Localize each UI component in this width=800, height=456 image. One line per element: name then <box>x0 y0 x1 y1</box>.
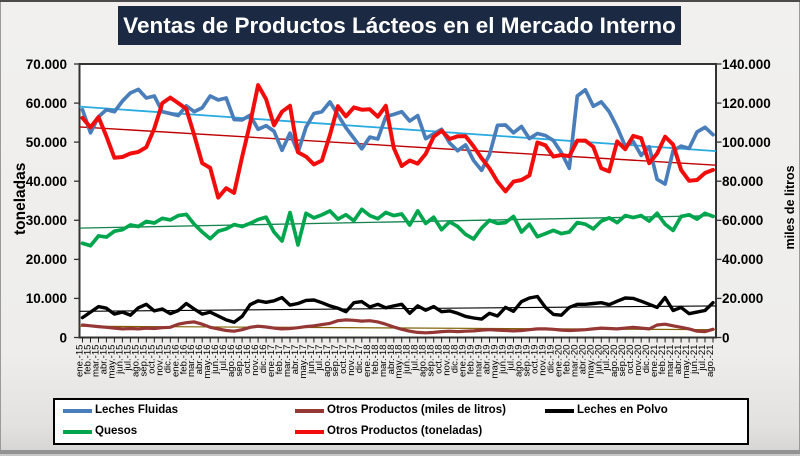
svg-text:dic.-20: dic.-20 <box>641 345 652 374</box>
svg-text:ago.-19: ago.-19 <box>514 345 525 378</box>
svg-text:mar.-18: mar.-18 <box>378 345 389 378</box>
svg-text:0: 0 <box>722 330 730 345</box>
svg-text:feb.-18: feb.-18 <box>370 345 381 375</box>
svg-text:20.000: 20.000 <box>26 252 67 267</box>
svg-text:abr.-19: abr.-19 <box>482 345 493 375</box>
svg-text:oct.-17: oct.-17 <box>338 345 349 374</box>
svg-text:dic.-16: dic.-16 <box>258 345 269 374</box>
svg-text:abr.-17: abr.-17 <box>290 345 301 375</box>
svg-text:50.000: 50.000 <box>26 135 67 150</box>
svg-text:may.-15: may.-15 <box>106 345 117 379</box>
svg-text:ene.-19: ene.-19 <box>458 345 469 378</box>
svg-text:ene.-20: ene.-20 <box>553 345 564 378</box>
svg-text:sep.-17: sep.-17 <box>330 345 341 377</box>
svg-text:30.000: 30.000 <box>26 213 67 228</box>
svg-text:sep.-19: sep.-19 <box>521 345 532 377</box>
svg-text:feb.-19: feb.-19 <box>466 345 477 375</box>
svg-text:sep.-18: sep.-18 <box>426 345 437 377</box>
svg-text:40.000: 40.000 <box>26 174 67 189</box>
svg-text:0: 0 <box>59 330 67 345</box>
svg-text:ene.-16: ene.-16 <box>170 345 181 378</box>
svg-text:abr.-18: abr.-18 <box>386 345 397 375</box>
svg-text:oct.-15: oct.-15 <box>146 345 157 374</box>
svg-text:jul.-18: jul.-18 <box>410 345 421 372</box>
svg-text:ago.-18: ago.-18 <box>418 345 429 378</box>
svg-text:feb.-17: feb.-17 <box>274 345 285 375</box>
svg-text:feb.-15: feb.-15 <box>83 345 94 375</box>
svg-text:feb.-16: feb.-16 <box>178 345 189 375</box>
svg-text:nov.-20: nov.-20 <box>633 345 644 376</box>
svg-text:abr.-20: abr.-20 <box>577 345 588 375</box>
svg-text:mar.-16: mar.-16 <box>186 345 197 378</box>
svg-text:abr.-16: abr.-16 <box>194 345 205 375</box>
svg-text:nov.-17: nov.-17 <box>346 345 357 376</box>
svg-text:oct.-20: oct.-20 <box>625 345 636 374</box>
svg-text:jul.-16: jul.-16 <box>218 345 229 372</box>
svg-text:ago.-15: ago.-15 <box>130 345 141 378</box>
svg-text:may.-18: may.-18 <box>394 345 405 379</box>
svg-text:140.000: 140.000 <box>722 57 771 72</box>
svg-text:ago.-20: ago.-20 <box>609 345 620 378</box>
svg-text:ene.-18: ene.-18 <box>362 345 373 378</box>
svg-text:jul.-19: jul.-19 <box>506 345 517 372</box>
svg-text:jun.-18: jun.-18 <box>402 345 413 375</box>
svg-text:abr.-21: abr.-21 <box>673 345 684 375</box>
svg-text:oct.-19: oct.-19 <box>529 345 540 374</box>
svg-text:sep.-16: sep.-16 <box>234 345 245 377</box>
svg-text:jul.-15: jul.-15 <box>122 345 133 372</box>
svg-text:sep.-15: sep.-15 <box>138 345 149 377</box>
svg-text:miles de litros: miles de litros <box>783 165 797 249</box>
svg-text:dic.-19: dic.-19 <box>545 345 556 374</box>
svg-text:ene.-15: ene.-15 <box>75 345 86 378</box>
svg-text:jun.-21: jun.-21 <box>689 345 700 375</box>
svg-text:jun.-17: jun.-17 <box>306 345 317 375</box>
svg-text:may.-19: may.-19 <box>490 345 501 379</box>
svg-text:feb.-20: feb.-20 <box>561 345 572 375</box>
svg-text:jun.-15: jun.-15 <box>114 345 125 375</box>
svg-text:mar.-19: mar.-19 <box>474 345 485 378</box>
svg-text:ago.-16: ago.-16 <box>226 345 237 378</box>
svg-text:oct.-18: oct.-18 <box>434 345 445 374</box>
svg-text:ene.-17: ene.-17 <box>266 345 277 378</box>
svg-text:dic.-17: dic.-17 <box>354 345 365 374</box>
svg-text:sep.-20: sep.-20 <box>617 345 628 377</box>
svg-text:ago.-17: ago.-17 <box>322 345 333 378</box>
svg-text:feb.-21: feb.-21 <box>657 345 668 375</box>
svg-text:ene.-21: ene.-21 <box>649 345 660 378</box>
svg-text:60.000: 60.000 <box>722 213 763 228</box>
svg-text:may.-17: may.-17 <box>298 345 309 379</box>
svg-text:nov.-18: nov.-18 <box>442 345 453 376</box>
svg-text:may.-21: may.-21 <box>681 345 692 379</box>
svg-text:nov.-19: nov.-19 <box>537 345 548 376</box>
svg-text:10.000: 10.000 <box>26 291 67 306</box>
svg-text:jul.-21: jul.-21 <box>697 345 708 372</box>
svg-text:nov.-15: nov.-15 <box>154 345 165 376</box>
svg-text:mar.-17: mar.-17 <box>282 345 293 378</box>
svg-text:100.000: 100.000 <box>722 135 771 150</box>
svg-text:dic.-15: dic.-15 <box>162 345 173 374</box>
svg-text:120.000: 120.000 <box>722 96 771 111</box>
svg-text:20.000: 20.000 <box>722 291 763 306</box>
svg-text:jun.-19: jun.-19 <box>498 345 509 375</box>
svg-text:60.000: 60.000 <box>26 96 67 111</box>
svg-text:nov.-16: nov.-16 <box>250 345 261 376</box>
svg-text:jun.-20: jun.-20 <box>593 345 604 375</box>
svg-text:abr.-15: abr.-15 <box>98 345 109 375</box>
svg-text:jun.-16: jun.-16 <box>210 345 221 375</box>
svg-text:jul.-20: jul.-20 <box>601 345 612 372</box>
svg-text:oct.-16: oct.-16 <box>242 345 253 374</box>
svg-text:toneladas: toneladas <box>12 163 29 235</box>
svg-text:40.000: 40.000 <box>722 252 763 267</box>
svg-text:70.000: 70.000 <box>26 57 67 72</box>
svg-text:mar.-20: mar.-20 <box>569 345 580 378</box>
svg-text:ago.-21: ago.-21 <box>705 345 716 378</box>
svg-text:80.000: 80.000 <box>722 174 763 189</box>
svg-text:dic.-18: dic.-18 <box>450 345 461 374</box>
svg-text:may.-20: may.-20 <box>585 345 596 379</box>
svg-text:mar.-15: mar.-15 <box>91 345 102 378</box>
svg-text:may.-16: may.-16 <box>202 345 213 379</box>
svg-text:mar.-21: mar.-21 <box>665 345 676 378</box>
svg-text:jul.-17: jul.-17 <box>314 345 325 372</box>
